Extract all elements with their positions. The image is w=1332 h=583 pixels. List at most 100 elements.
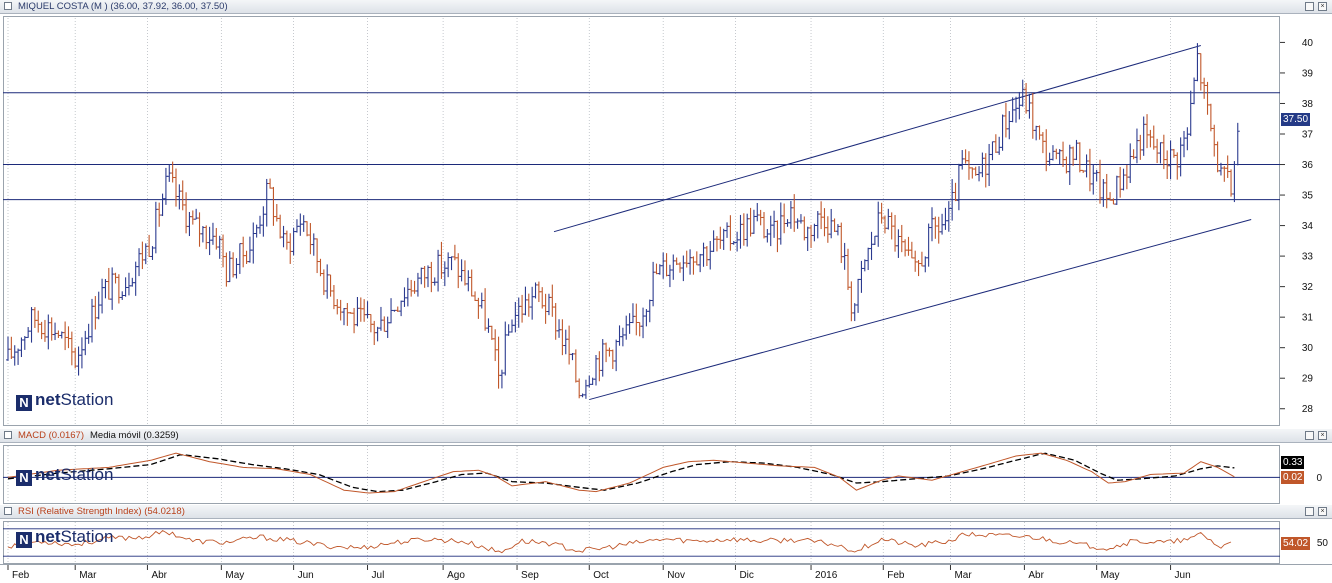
close-button[interactable]: × [1318, 431, 1327, 440]
ohlc-bar [100, 278, 105, 314]
ohlc-bar [523, 286, 528, 316]
ohlc-bar [926, 223, 931, 267]
ohlc-bar [368, 313, 373, 333]
ohlc-bar [1087, 148, 1092, 192]
ohlc-bar [782, 203, 787, 234]
ohlc-bar [234, 258, 239, 279]
ohlc-bar [1182, 130, 1186, 158]
close-button[interactable]: × [1318, 2, 1327, 11]
ohlc-bar [1158, 142, 1163, 164]
signal-value-tag: 0.33 [1281, 456, 1305, 469]
ohlc-bar [1185, 127, 1190, 151]
macd-zero-label: 0 [1316, 473, 1322, 484]
ohlc-bar [288, 233, 293, 264]
ohlc-bar [210, 222, 215, 245]
ohlc-bar [714, 236, 719, 252]
x-tick-label: Jun [298, 570, 314, 581]
ohlc-bar [859, 260, 864, 293]
ohlc-bar [251, 222, 256, 264]
maximize-button[interactable] [1305, 2, 1314, 11]
ohlc-bar [1077, 142, 1082, 173]
y-tick-label: 37 [1302, 130, 1314, 141]
upper-trendline [553, 44, 1201, 233]
macd-chart: 0 [3, 446, 1322, 503]
ohlc-bar [227, 251, 232, 283]
ohlc-bar [200, 226, 205, 243]
ohlc-bar [963, 149, 968, 164]
ohlc-bar [1148, 129, 1153, 148]
ohlc-bar [1003, 102, 1008, 138]
ohlc-bar [698, 253, 703, 273]
ohlc-bar [1071, 146, 1076, 166]
ohlc-bar [755, 202, 760, 222]
ohlc-bar [725, 222, 730, 238]
panel-collapse-box[interactable] [4, 431, 12, 439]
ohlc-bar [815, 210, 820, 239]
macd-line [7, 452, 1235, 494]
lower-trendline [589, 218, 1252, 401]
ohlc-bar [617, 325, 622, 346]
ohlc-bar [866, 247, 871, 271]
ohlc-bar [1171, 148, 1176, 158]
macd-value-tag: 0.02 [1281, 471, 1305, 484]
ohlc-bar [378, 306, 383, 331]
netstation-logo-icon: N [16, 395, 32, 411]
ohlc-bar [846, 248, 850, 290]
ohlc-bar [147, 234, 152, 257]
ohlc-bar [426, 265, 430, 288]
x-tick-label: Ago [447, 570, 465, 581]
ohlc-bar [73, 347, 78, 369]
ohlc-bar [399, 300, 404, 317]
ohlc-bar [1007, 111, 1012, 140]
ohlc-bar [936, 216, 941, 244]
macd-panel-header: MACD (0.0167) Media móvil (0.3259) × [0, 429, 1332, 443]
x-tick-label: Jul [372, 570, 385, 581]
ohlc-bar [966, 151, 971, 180]
ohlc-bar [1037, 125, 1042, 140]
price-panel-title: MIQUEL COSTA (M ) (36.00, 37.92, 36.00, … [18, 1, 228, 12]
ohlc-bar [402, 287, 407, 307]
macd-plot-area[interactable] [3, 445, 1280, 504]
panel-collapse-box[interactable] [4, 2, 12, 10]
ohlc-bar [419, 267, 424, 285]
ohlc-bar [751, 209, 756, 234]
ohlc-bar [671, 254, 676, 280]
ohlc-bar [1232, 161, 1237, 203]
ohlc-bar [1192, 77, 1197, 105]
ohlc-bar [704, 246, 709, 267]
ohlc-bar [1040, 132, 1045, 154]
ohlc-bar [1118, 166, 1123, 198]
ohlc-bar [140, 241, 145, 270]
maximize-button[interactable] [1305, 431, 1314, 440]
ohlc-bar [449, 256, 454, 271]
ohlc-bar [647, 299, 652, 323]
ohlc-bar [308, 223, 313, 255]
maximize-button[interactable] [1305, 507, 1314, 516]
y-tick-label: 34 [1302, 221, 1314, 232]
y-tick-label: 29 [1302, 374, 1314, 385]
panel-collapse-box[interactable] [4, 507, 12, 515]
netstation-logo-icon: N [16, 532, 32, 548]
ohlc-bar [809, 224, 814, 248]
x-tick-label: 2016 [815, 570, 838, 581]
ohlc-bar [422, 265, 427, 288]
ohlc-bar [436, 249, 441, 292]
ohlc-bar [63, 321, 68, 351]
ohlc-bar [1054, 148, 1059, 160]
x-tick-label: May [1101, 570, 1120, 581]
ohlc-bar [1114, 175, 1119, 205]
ohlc-bar [594, 354, 598, 386]
ohlc-bar [1128, 143, 1133, 184]
ohlc-bar [825, 216, 830, 243]
ohlc-bar [1229, 169, 1234, 197]
ohlc-bar [301, 215, 306, 232]
close-button[interactable]: × [1318, 507, 1327, 516]
x-tick-label: Abr [151, 570, 167, 581]
ohlc-bar [520, 294, 525, 323]
ohlc-bar [977, 166, 982, 182]
ohlc-bar [174, 168, 178, 207]
ohlc-bar [126, 272, 131, 296]
ohlc-bar [788, 201, 793, 229]
ohlc-bar [543, 293, 548, 324]
ohlc-bar [385, 316, 390, 338]
